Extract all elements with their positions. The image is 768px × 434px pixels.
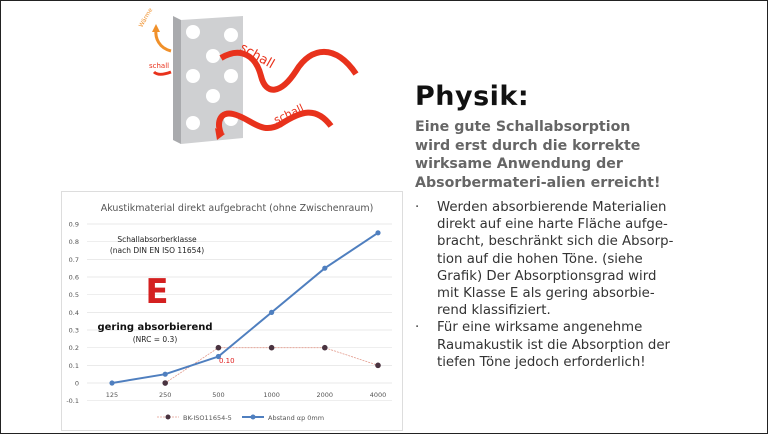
bullet-item: · Für eine wirksame angenehme Raumakustik… [415,319,675,371]
point-label: 0.10 [219,357,235,365]
y-tick-label: 0.6 [69,274,79,282]
x-tick-label: 1000 [263,391,280,399]
class-title: Schallabsorberklasse [117,235,197,244]
y-tick-label: 0.4 [69,309,79,317]
data-point [215,344,222,351]
y-tick-label: 0.5 [69,291,79,299]
y-tick-label: 0.8 [69,238,79,246]
bullet-marker: · [415,200,420,215]
sound-wave-1 [219,48,359,93]
sound-wave-2 [216,109,334,136]
y-tick-label: -0.1 [66,397,79,405]
sound-absorption-illustration: Wärme schall schall schall [138,7,359,144]
nrc-label: (NRC = 0.3) [133,335,178,344]
y-tick-label: 0.1 [69,362,79,370]
lead-text: Eine gute Schallabsorption wird erst dur… [415,119,661,191]
bullet-list: · Werden absorbierende Materialien direkt… [415,199,675,371]
y-tick-label: 0.2 [69,344,79,352]
legend-label-1: BK-ISO11654-5 [183,414,232,422]
data-point [268,344,275,351]
class-letter: E [145,272,168,312]
reflection-arrow [215,128,225,140]
class-norm: (nach DIN EN ISO 11654) [110,246,204,255]
heat-label: Wärme [138,7,155,29]
sound-label-small: schall [149,62,169,70]
data-point [322,344,328,351]
data-point [322,265,328,271]
bullet-item: · Werden absorbierende Materialien direkt… [415,199,675,319]
x-tick-label: 2000 [317,391,334,399]
y-tick-label: 0.3 [69,327,79,335]
chart-title: Akustikmaterial direkt aufgebracht (ohne… [101,203,374,214]
legend: BK-ISO11654-5 Abstand αp 0mm [157,414,324,422]
x-tick-label: 4000 [370,391,387,399]
data-point [375,230,381,236]
class-description: gering absorbierend [97,322,212,333]
chart: Akustikmaterial direkt aufgebracht (ohne… [61,191,403,431]
data-point [162,371,168,377]
y-tick-label: 0.7 [69,256,79,264]
perforated-panel-side [173,16,181,144]
x-tick-label: 500 [212,391,224,399]
bullet-marker: · [415,320,420,336]
heat-arrow [154,29,172,53]
slide-heading: Physik: [415,81,530,112]
sound-label-2: schall [272,102,306,127]
y-tick-label: 0.9 [69,221,79,229]
data-point [269,309,275,315]
reflected-sound-arrow [152,70,172,76]
legend-marker-2 [250,414,256,420]
y-tick-label: 0 [75,380,79,388]
x-tick-label: 250 [159,391,171,399]
data-point [162,380,168,386]
bullet-text: Für eine wirksame angenehme Raumakustik … [437,320,671,370]
chart-svg: Akustikmaterial direkt aufgebracht (ohne… [66,203,392,422]
data-point [215,353,221,360]
series-line-2 [111,232,379,385]
data-point [109,380,115,386]
legend-label-2: Abstand αp 0mm [268,414,324,422]
x-tick-label: 125 [106,391,118,399]
bullet-text: Werden absorbierende Materialien direkt … [437,200,674,319]
heat-arrow-head [152,24,160,32]
legend-marker-1 [165,414,171,420]
data-point [375,362,381,369]
